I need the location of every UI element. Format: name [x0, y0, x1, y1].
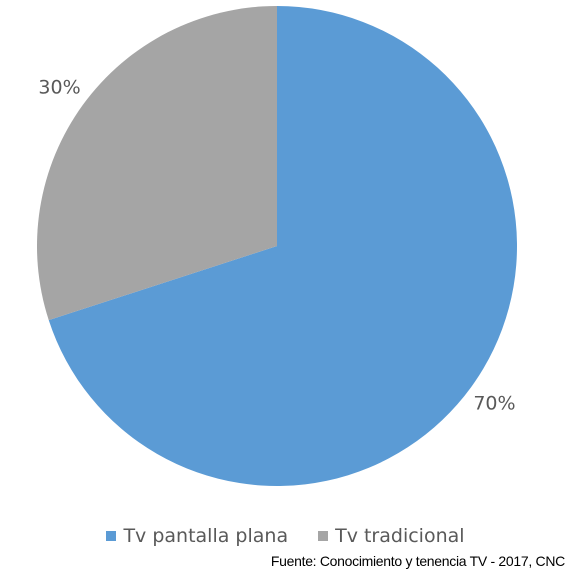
legend-swatch-tv-pantalla-plana: [106, 531, 117, 541]
source-note: Fuente: Conocimiento y tenencia TV - 201…: [270, 553, 565, 569]
legend-swatch-tv-tradicional: [318, 531, 329, 541]
pie-plot-area: 70% 30%: [36, 6, 518, 487]
pie-slice-tv-pantalla-plana: [48, 6, 518, 487]
pie-slice-tv-tradicional: [36, 6, 278, 321]
chart-legend: Tv pantalla plana Tv tradicional: [0, 524, 571, 548]
legend-entry-tv-tradicional: Tv tradicional: [318, 525, 465, 547]
data-label-tv-pantalla-plana: 70%: [473, 392, 515, 414]
data-label-tv-tradicional: 30%: [38, 77, 80, 99]
legend-label-tv-pantalla-plana: Tv pantalla plana: [123, 525, 289, 547]
legend-label-tv-tradicional: Tv tradicional: [335, 525, 465, 547]
legend-entry-tv-pantalla-plana: Tv pantalla plana: [106, 525, 288, 547]
